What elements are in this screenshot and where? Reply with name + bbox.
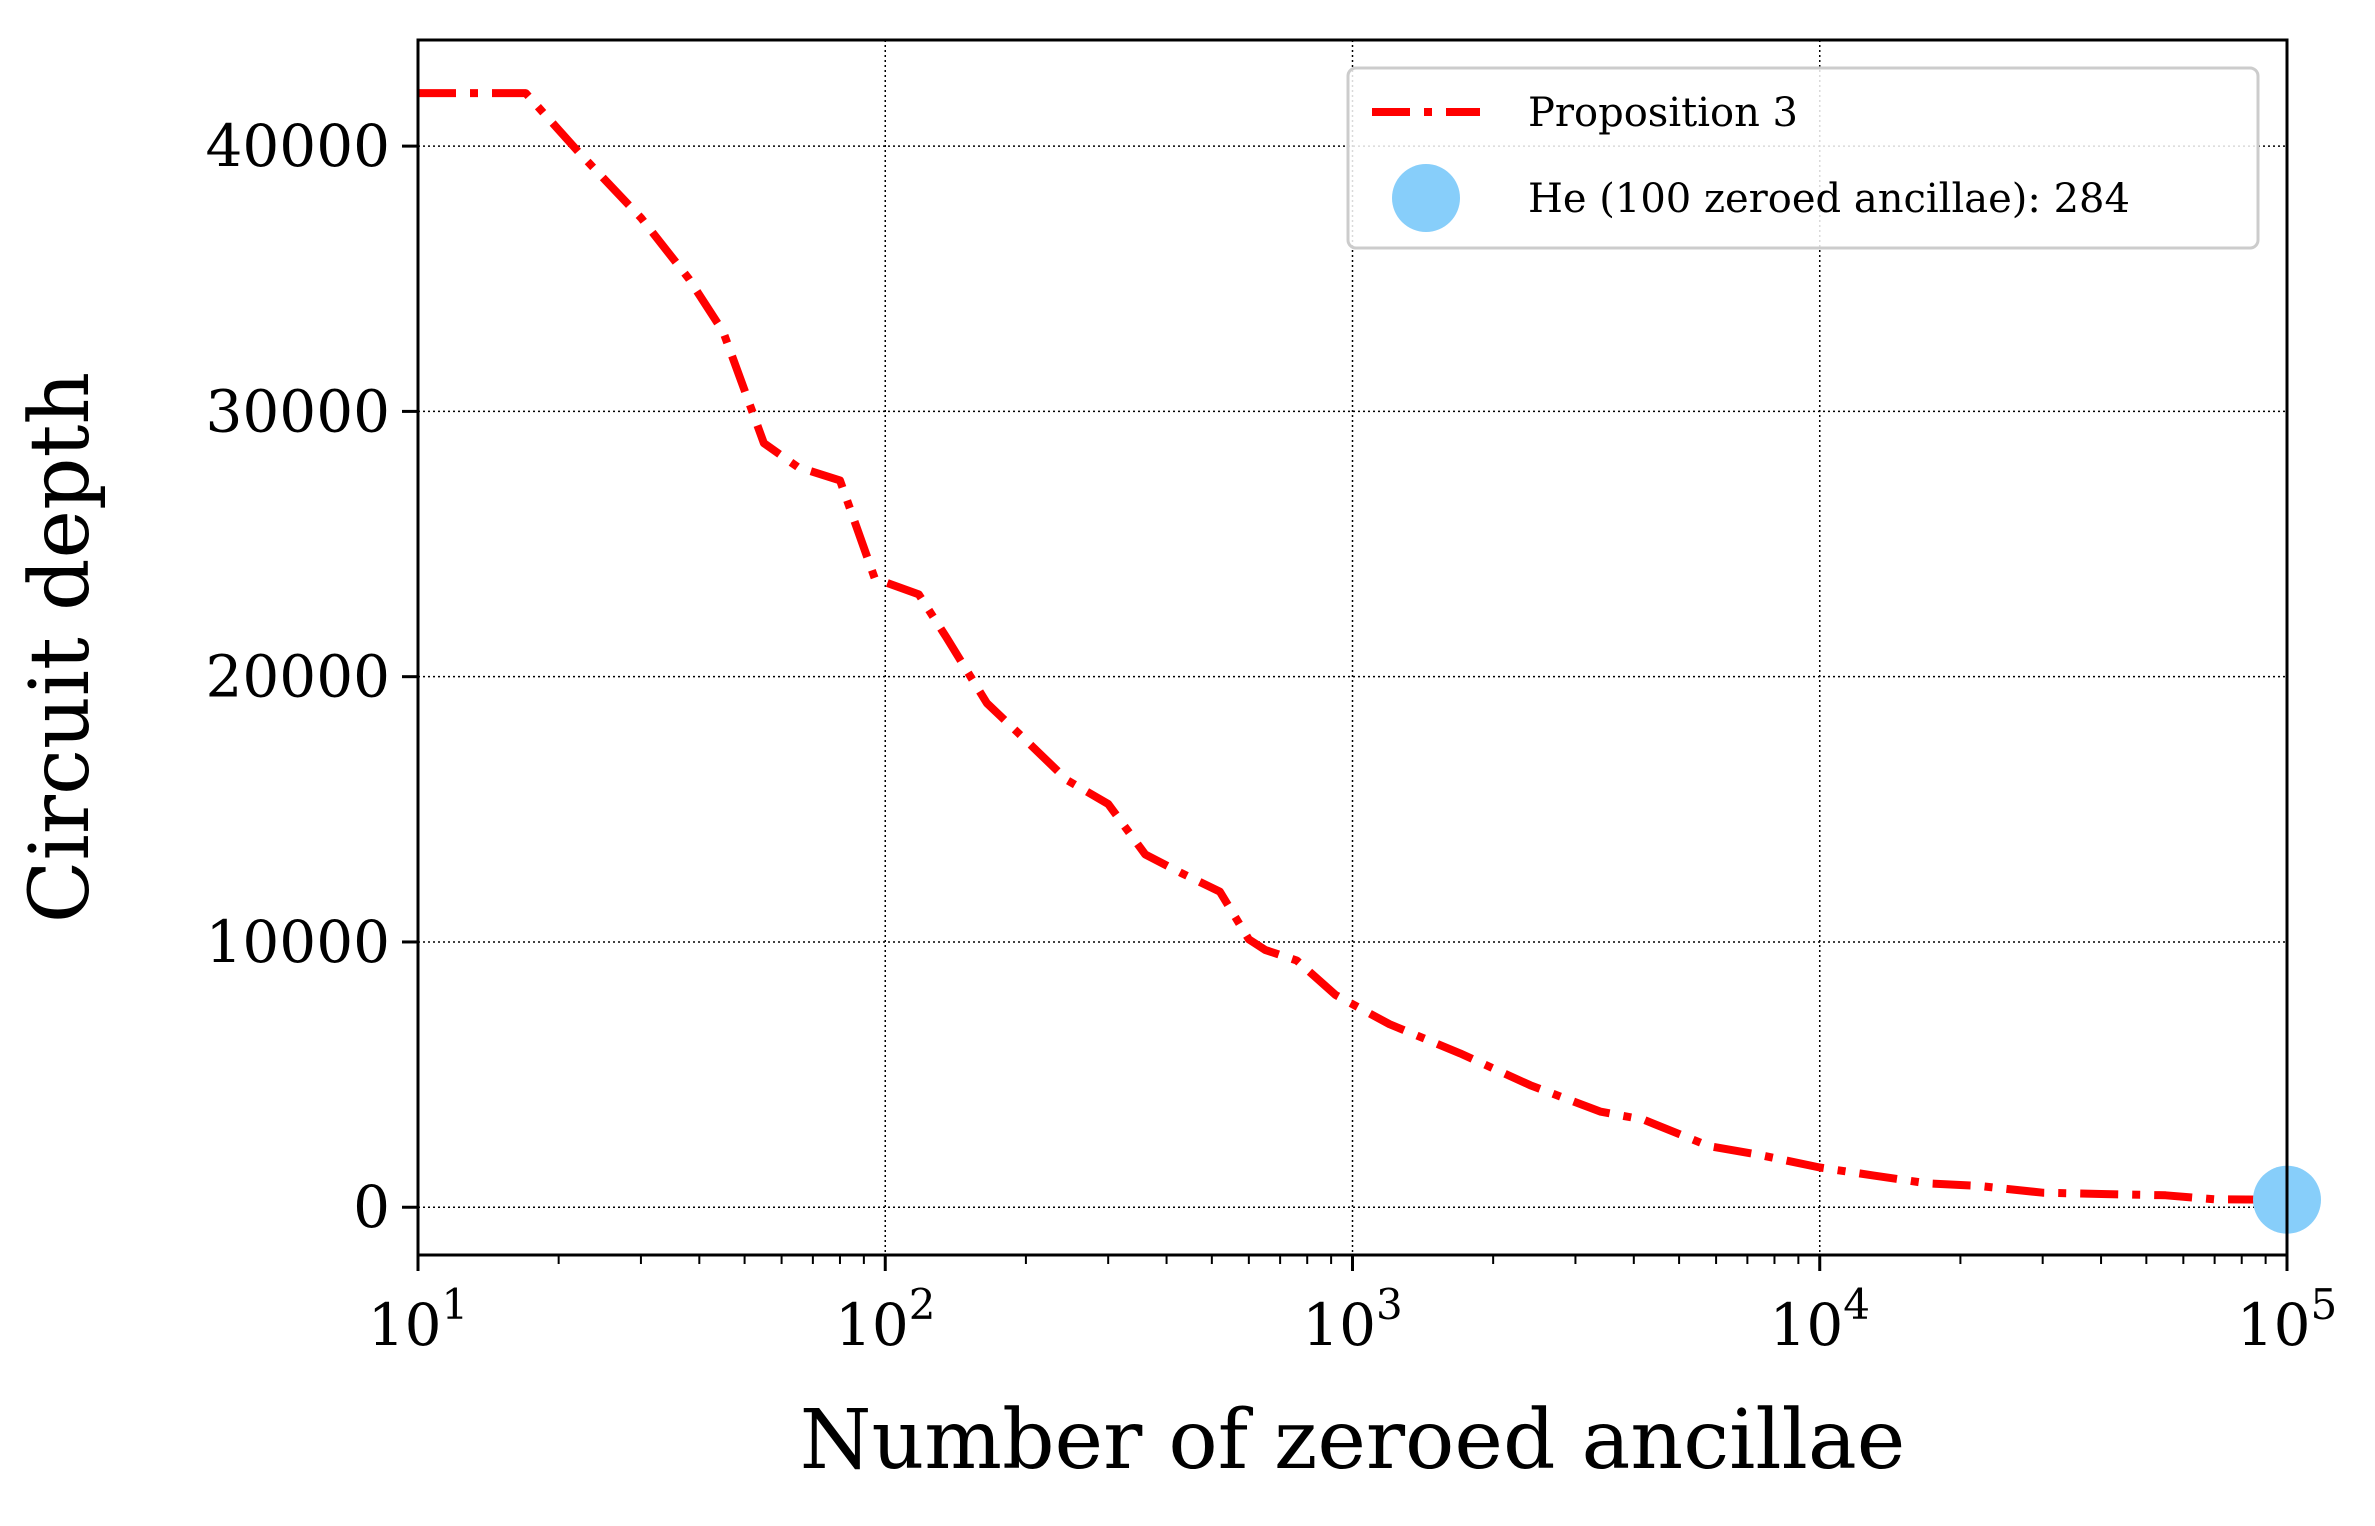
- legend-box: [1346, 66, 2260, 250]
- x-tick-label: 102: [835, 1280, 936, 1359]
- x-tick-label: 104: [1769, 1280, 1870, 1359]
- x-tick-label: 105: [2237, 1280, 2338, 1359]
- x-tick-label: 103: [1302, 1280, 1403, 1359]
- plot-area: [418, 89, 2321, 1234]
- grid: [417, 40, 2288, 1255]
- legend-label-proposition: Proposition 3: [1528, 90, 1798, 136]
- y-tick-label: 20000: [205, 643, 390, 711]
- legend-marker-swatch: [1392, 164, 1460, 232]
- legend: Proposition 3 He (100 zeroed ancillae): …: [1346, 66, 2260, 250]
- y-tick-label: 30000: [205, 377, 390, 445]
- y-tick-label: 10000: [205, 908, 390, 976]
- y-tick-label: 40000: [205, 112, 390, 180]
- y-axis-label: Circuit depth: [13, 372, 108, 923]
- x-tick-label: 101: [368, 1280, 469, 1359]
- y-tick-label: 0: [353, 1173, 390, 1241]
- legend-label-he: He (100 zeroed ancillae): 284: [1528, 176, 2130, 222]
- axis-ticks: 0 10000 20000 30000 40000 101 102 103 104 105: [205, 112, 2337, 1359]
- x-axis-label: Number of zeroed ancillae: [800, 1393, 1905, 1488]
- series-line-proposition-3: [418, 89, 2288, 1204]
